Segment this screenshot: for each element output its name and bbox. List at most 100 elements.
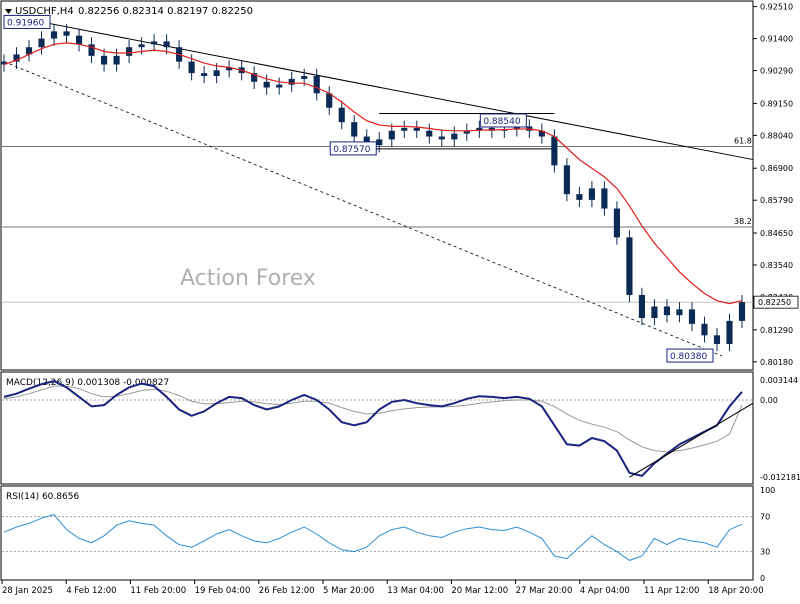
price-body-11 bbox=[138, 44, 145, 48]
rsi-tick-label-2: 30 bbox=[760, 548, 770, 557]
price-body-33 bbox=[413, 127, 420, 131]
fib-label-0: 61.8 bbox=[734, 137, 752, 146]
price-body-10 bbox=[126, 47, 133, 56]
x-tick-label-3: 19 Feb 04:00 bbox=[195, 586, 251, 596]
x-tick-label-7: 20 Mar 12:00 bbox=[451, 586, 508, 596]
menu-triangle-icon[interactable] bbox=[5, 9, 12, 14]
price-tick-label-4: 0.88040 bbox=[760, 131, 793, 140]
price-tick-label-7: 0.84650 bbox=[760, 229, 793, 238]
macd-panel-frame bbox=[0, 371, 754, 485]
price-body-47 bbox=[588, 188, 595, 200]
price-body-1 bbox=[13, 54, 20, 62]
price-body-58 bbox=[726, 320, 733, 344]
price-body-55 bbox=[688, 309, 696, 324]
price-body-29 bbox=[363, 136, 370, 146]
price-body-23 bbox=[288, 78, 295, 85]
macd-tick-label-0: 0.003144 bbox=[760, 376, 798, 385]
price-body-43 bbox=[538, 130, 545, 137]
price-body-6 bbox=[75, 35, 83, 45]
watermark-text: Action Forex bbox=[180, 266, 316, 291]
annotation-box-1 bbox=[329, 141, 377, 156]
price-body-22 bbox=[276, 84, 283, 88]
price-body-0 bbox=[0, 61, 8, 65]
current-price-label: 0.82250 bbox=[758, 298, 791, 307]
price-body-24 bbox=[301, 76, 308, 79]
price-body-21 bbox=[263, 81, 270, 88]
axis-layer: 0.92510 0.91400 0.90290 0.89150 0.88040 0.869… bbox=[1, 3, 800, 596]
price-body-57 bbox=[713, 335, 721, 344]
price-body-12 bbox=[151, 41, 158, 45]
rsi-tick-label-0: 100 bbox=[760, 486, 775, 495]
macd-layer bbox=[2, 380, 754, 478]
price-tick-label-6: 0.85790 bbox=[760, 196, 793, 205]
price-body-4 bbox=[50, 31, 58, 39]
price-tick-label-0: 0.92510 bbox=[760, 3, 793, 12]
price-body-26 bbox=[326, 93, 333, 108]
price-body-5 bbox=[63, 31, 70, 36]
price-layer: 61.8 38.2 0.91960 0.87570 0.88540 0.80380 bbox=[0, 14, 754, 363]
price-body-49 bbox=[613, 208, 620, 238]
rsi-panel-frame bbox=[0, 485, 754, 581]
ohlc-values: 0.82256 0.82314 0.82197 0.82250 bbox=[78, 6, 253, 17]
rsi-tick-label-1: 70 bbox=[760, 512, 770, 521]
price-body-45 bbox=[563, 165, 570, 195]
price-body-32 bbox=[401, 127, 408, 131]
price-body-27 bbox=[338, 107, 345, 123]
price-body-38 bbox=[476, 127, 483, 131]
price-body-41 bbox=[513, 126, 520, 130]
price-body-2 bbox=[25, 47, 33, 55]
price-body-25 bbox=[313, 76, 320, 94]
price-body-18 bbox=[226, 67, 233, 71]
price-body-50 bbox=[626, 237, 633, 295]
annotation-label-3: 0.80380 bbox=[670, 352, 707, 362]
price-tick-label-2: 0.90290 bbox=[760, 67, 793, 76]
annotation-box-3 bbox=[666, 348, 714, 363]
macd-title: MACD(12,26,9) 0.001308 -0.000827 bbox=[6, 378, 169, 388]
annotation-box-2 bbox=[479, 113, 527, 128]
fib-label-1: 38.2 bbox=[734, 217, 752, 226]
price-body-51 bbox=[638, 294, 646, 319]
price-body-13 bbox=[163, 41, 170, 48]
price-body-34 bbox=[426, 130, 433, 137]
x-tick-label-11: 18 Apr 20:00 bbox=[708, 586, 763, 596]
price-body-31 bbox=[388, 130, 395, 140]
rsi-line bbox=[3, 514, 743, 561]
annotation-box-0 bbox=[3, 14, 51, 29]
price-body-53 bbox=[663, 306, 671, 316]
x-tick-label-2: 11 Feb 20:00 bbox=[130, 586, 186, 596]
price-body-52 bbox=[651, 306, 658, 319]
price-body-36 bbox=[451, 133, 458, 140]
price-body-16 bbox=[201, 73, 208, 77]
price-body-17 bbox=[213, 70, 220, 77]
current-price-tag bbox=[753, 295, 799, 309]
rsi-tick-label-3: 0 bbox=[760, 574, 765, 583]
rsi-title: RSI(14) 60.8656 bbox=[6, 492, 79, 502]
price-body-30 bbox=[376, 139, 383, 146]
price-body-9 bbox=[113, 55, 120, 65]
macd-tick-label-1: 0.00 bbox=[760, 396, 778, 405]
x-tick-label-6: 13 Mar 04:00 bbox=[387, 586, 444, 596]
x-tick-label-4: 26 Feb 12:00 bbox=[259, 586, 315, 596]
price-body-15 bbox=[188, 61, 195, 74]
price-tick-label-1: 0.91400 bbox=[760, 35, 793, 44]
x-tick-label-5: 5 Mar 20:00 bbox=[323, 586, 374, 596]
price-tick-label-8: 0.83540 bbox=[760, 261, 793, 270]
macd-line bbox=[3, 380, 743, 478]
x-tick-label-10: 11 Apr 12:00 bbox=[644, 586, 699, 596]
x-tick-label-9: 4 Apr 04:00 bbox=[580, 586, 630, 596]
rsi-layer bbox=[2, 514, 753, 561]
moving-average-line bbox=[3, 42, 743, 305]
macd-tick-label-2: -0.012181 bbox=[760, 473, 800, 482]
symbol-label: USDCHF,H4 bbox=[15, 6, 74, 17]
price-body-28 bbox=[351, 122, 358, 137]
price-body-8 bbox=[100, 55, 108, 65]
price-body-48 bbox=[601, 188, 608, 209]
x-tick-label-1: 4 Feb 12:00 bbox=[66, 586, 116, 596]
price-body-56 bbox=[701, 323, 708, 336]
macd-trendline bbox=[629, 402, 754, 478]
annotation-label-1: 0.87570 bbox=[333, 145, 370, 155]
macd-signal-line bbox=[3, 385, 743, 453]
price-body-54 bbox=[676, 309, 683, 316]
price-body-20 bbox=[251, 73, 258, 82]
